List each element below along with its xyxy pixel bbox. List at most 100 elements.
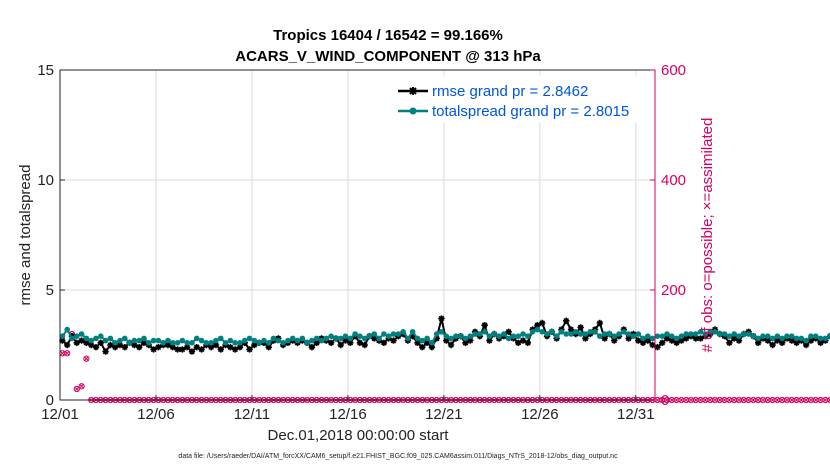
spread-point: [309, 337, 315, 344]
spread-point: [285, 337, 291, 344]
rmse-point: [155, 344, 162, 351]
spread-point: [788, 333, 795, 340]
left-tick-label: 0: [46, 392, 54, 409]
rmse-point: [59, 337, 66, 344]
rmse-point: [337, 341, 344, 349]
spread-point: [405, 335, 411, 342]
spread-point: [760, 333, 766, 340]
obs-assimilated-marker: [683, 397, 689, 403]
rmse-point: [414, 339, 421, 346]
rmse-point: [193, 344, 200, 351]
obs-assimilated-marker: [822, 397, 828, 403]
obs-assimilated-marker: [779, 397, 785, 403]
rmse-point: [601, 335, 608, 342]
spread-point: [630, 333, 637, 340]
spread-point: [822, 335, 829, 342]
rmse-point: [231, 346, 239, 353]
spread-point: [577, 331, 584, 337]
obs-assimilated-marker: [760, 397, 766, 403]
spread-point: [227, 337, 234, 344]
rmse-point: [308, 344, 316, 351]
y-axis-label-right: # of obs: o=possible; ×=assimilated: [699, 118, 716, 353]
spread-point: [712, 329, 718, 335]
spread-point: [673, 335, 680, 342]
legend: rmse grand pr = 2.8462 totalspread grand…: [391, 75, 649, 123]
rmse-point: [265, 344, 272, 351]
rmse-point: [788, 337, 795, 344]
spread-point: [232, 340, 238, 346]
spread-point: [213, 337, 219, 344]
spread-point: [97, 333, 104, 340]
x-tick-label: 12/01: [41, 406, 79, 423]
spread-point: [433, 331, 440, 337]
rmse-point: [423, 339, 431, 346]
spread-point: [78, 331, 85, 337]
obs-assimilated-marker: [770, 397, 775, 403]
left-axis-ticks: 0 5 10 15: [37, 62, 65, 409]
left-tick-label: 15: [37, 62, 54, 79]
spread-point: [83, 335, 90, 342]
obs-assimilated-marker: [727, 397, 732, 403]
obs-assimilated-marker: [74, 386, 80, 392]
obs-assimilated-marker: [746, 397, 751, 403]
spread-point: [529, 329, 536, 335]
rmse-point: [793, 339, 800, 346]
spread-point: [318, 337, 325, 344]
right-tick-label: 400: [661, 172, 686, 189]
x-axis-label: Dec.01,2018 00:00:00 start: [268, 427, 450, 444]
rmse-point: [539, 319, 546, 327]
spread-point: [141, 335, 147, 342]
spread-point: [131, 337, 138, 344]
spread-point: [702, 331, 709, 337]
spread-point: [419, 337, 426, 344]
rmse-point: [663, 335, 671, 342]
rmse-point: [769, 341, 776, 349]
spread-point: [294, 337, 301, 344]
spread-point: [510, 333, 517, 340]
spread-point: [640, 335, 646, 342]
rmse-point: [505, 328, 512, 335]
spread-point: [150, 337, 157, 344]
rmse-point: [236, 344, 244, 351]
spread-point: [198, 337, 205, 344]
rmse-point: [164, 341, 172, 349]
rmse-point: [567, 326, 575, 333]
spread-point: [486, 333, 493, 340]
x-axis-ticks: 12/01 12/06 12/11 12/16 12/21 12/26 12/31: [41, 395, 655, 423]
obs-assimilated-marker: [79, 383, 84, 389]
spread-point: [505, 335, 512, 342]
obs-assimilated-marker: [784, 397, 790, 403]
spread-point: [645, 333, 651, 340]
rmse-point: [462, 339, 469, 346]
rmse-point: [682, 335, 690, 342]
rmse-point: [817, 339, 824, 346]
spread-point: [107, 335, 114, 342]
spread-point: [793, 335, 800, 342]
rmse-point: [726, 339, 733, 346]
spread-point: [352, 331, 358, 337]
rmse-point: [534, 322, 541, 329]
spread-point: [817, 335, 824, 342]
spread-point: [601, 331, 608, 337]
rmse-point: [764, 337, 771, 344]
spread-point: [721, 331, 728, 337]
spread-point: [64, 326, 70, 333]
spread-point: [361, 335, 368, 342]
rmse-point: [97, 339, 104, 346]
obs-assimilated-marker: [803, 397, 809, 403]
rmse-point: [347, 339, 354, 346]
spread-point: [256, 340, 262, 346]
rmse-point: [169, 344, 176, 351]
rmse-point: [342, 337, 349, 344]
spread-point: [69, 335, 75, 342]
obs-count-point: [827, 396, 830, 404]
spread-point: [357, 333, 363, 340]
spread-point: [270, 335, 277, 342]
spread-point: [136, 337, 142, 344]
rmse-point: [481, 322, 488, 329]
spread-point: [688, 331, 694, 337]
spread-point: [385, 333, 392, 340]
rmse-point: [668, 337, 675, 344]
spread-point: [491, 331, 498, 337]
rmse-point: [380, 339, 388, 346]
